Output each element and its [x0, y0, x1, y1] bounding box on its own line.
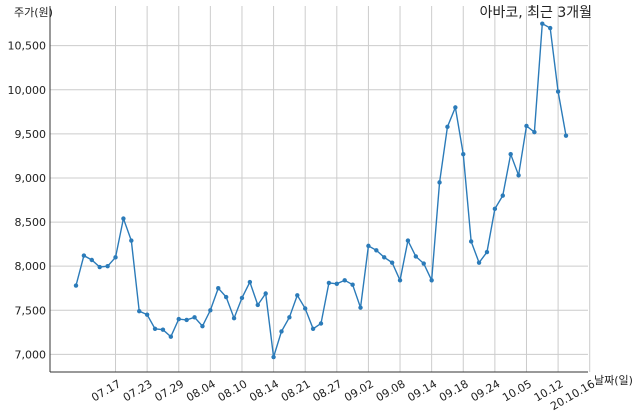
x-tick-label: 10.05	[500, 377, 534, 404]
data-point	[500, 193, 505, 198]
data-point	[366, 243, 371, 249]
data-point	[302, 306, 308, 311]
data-point	[129, 238, 134, 243]
data-point	[231, 316, 237, 321]
y-tick-label: 7,500	[15, 304, 47, 317]
data-point	[73, 283, 79, 288]
data-point	[453, 105, 458, 110]
axes	[49, 6, 588, 373]
data-point	[563, 133, 569, 138]
x-tick-labels: 07.1707.2307.2908.0408.1008.1408.2108.27…	[89, 377, 597, 413]
data-point	[216, 286, 221, 291]
data-point	[397, 278, 403, 283]
data-point	[413, 254, 419, 259]
y-tick-label: 8,000	[15, 260, 47, 273]
x-tick-label: 08.10	[216, 377, 250, 404]
data-point	[555, 89, 561, 94]
y-tick-label: 9,500	[15, 128, 47, 141]
data-point	[326, 280, 332, 286]
data-point	[97, 264, 102, 270]
grid	[50, 6, 591, 372]
data-point	[437, 180, 442, 185]
x-tick-label: 09.18	[437, 377, 471, 404]
price-line	[75, 22, 567, 358]
x-tick-label: 07.23	[121, 377, 155, 404]
data-point	[334, 281, 340, 287]
data-point	[113, 255, 118, 260]
data-point	[200, 323, 205, 329]
y-tick-label: 9,000	[15, 172, 47, 185]
data-point	[350, 282, 355, 287]
data-point	[492, 206, 498, 212]
data-point	[271, 354, 276, 360]
data-point	[468, 239, 474, 244]
x-tick-label: 09.02	[342, 377, 376, 404]
x-tick-label: 07.29	[152, 377, 186, 404]
data-point	[176, 316, 181, 322]
data-point	[287, 315, 292, 320]
data-point	[508, 151, 513, 157]
y-tick-label: 10,500	[8, 40, 47, 53]
data-point	[382, 255, 387, 260]
x-tick-label: 07.17	[89, 377, 123, 404]
x-tick-label: 08.27	[311, 377, 345, 404]
y-tick-label: 10,000	[8, 84, 47, 97]
data-point	[461, 151, 466, 157]
data-point	[429, 278, 434, 283]
x-tick-label: 08.14	[247, 377, 281, 404]
data-point	[318, 321, 324, 326]
data-point	[223, 294, 229, 300]
data-point	[239, 295, 245, 301]
x-tick-label: 09.24	[469, 377, 503, 404]
data-point	[89, 257, 95, 263]
data-point	[374, 248, 379, 253]
x-tick-label: 08.21	[279, 377, 313, 404]
chart-title: 아바코, 최근 3개월	[480, 5, 592, 21]
data-point	[184, 317, 189, 323]
data-point	[208, 308, 213, 313]
y-tick-label: 7,000	[15, 348, 47, 361]
data-point	[421, 261, 426, 266]
data-point	[192, 315, 197, 320]
data-point	[152, 326, 158, 331]
data-point	[405, 238, 411, 243]
data-point	[310, 326, 316, 331]
data-point	[342, 278, 347, 283]
data-point	[137, 308, 142, 314]
data-point	[389, 260, 395, 265]
x-tick-label: 09.08	[374, 377, 408, 404]
data-point	[263, 291, 268, 296]
data-point	[547, 25, 553, 31]
data-point	[358, 305, 363, 310]
data-point	[295, 293, 300, 298]
data-point	[516, 173, 521, 178]
y-tick-labels: 7,000 7,500 8,000 8,500 9,000 9,500 10,000 10,5…	[8, 40, 47, 362]
data-point	[160, 327, 166, 332]
data-point	[540, 21, 545, 26]
data-point	[247, 279, 253, 285]
data-point	[279, 329, 284, 334]
y-tick-label: 8,500	[15, 216, 47, 229]
y-axis-label: 주가(원)	[14, 6, 53, 19]
data-point	[255, 302, 260, 308]
x-axis-label: 날짜(일)	[594, 373, 633, 387]
data-point	[484, 249, 490, 255]
data-point	[81, 253, 87, 258]
data-point	[105, 263, 110, 269]
data-point	[532, 129, 537, 135]
data-point	[144, 312, 150, 317]
data-point	[121, 216, 126, 221]
data-point	[445, 124, 450, 130]
data-point	[168, 334, 174, 339]
x-tick-label: 09.14	[405, 377, 439, 404]
data-points	[73, 21, 569, 360]
data-point	[524, 123, 529, 129]
data-point	[476, 260, 482, 265]
x-tick-label: 08.04	[184, 377, 218, 404]
